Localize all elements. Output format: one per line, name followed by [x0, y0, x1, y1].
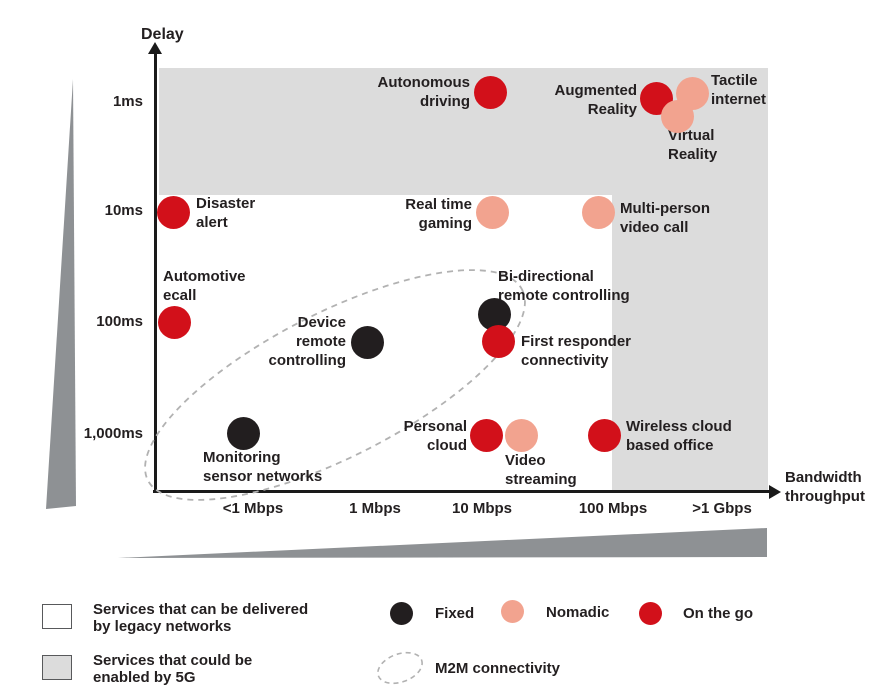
- tactile-internet-label-line: internet: [711, 91, 767, 108]
- automotive-ecall-label: Automotive ecall: [163, 267, 246, 305]
- device-remote-controlling-label-line: remote: [295, 333, 346, 350]
- disaster-alert-label-line: Disaster: [196, 195, 256, 212]
- automotive-ecall-dot: [157, 305, 191, 339]
- x-tick-label: >1 Gbps: [692, 500, 752, 517]
- y-tick-label: 100ms: [96, 313, 143, 330]
- real-time-gaming-label-line: gaming: [418, 215, 472, 232]
- y-axis-title: Delay: [141, 26, 184, 43]
- augmented-reality-label-line: Reality: [587, 101, 637, 118]
- personal-cloud-label-line: cloud: [427, 437, 467, 454]
- device-remote-controlling-dot: [350, 325, 384, 359]
- monitoring-sensor-networks-dot: [226, 416, 260, 450]
- x-tick-label: 10 Mbps: [451, 500, 513, 517]
- legend-text-legacy-line2: by legacy networks: [93, 618, 232, 635]
- legend-label-fixed: Fixed: [435, 605, 475, 622]
- legend-label-on-the-go: On the go: [683, 605, 753, 622]
- x-axis-arrow-icon: [769, 484, 781, 499]
- monitoring-sensor-networks-label: Monitoring sensor networks: [203, 448, 322, 486]
- legend-text-5g: Services that could be enabled by 5G: [93, 652, 252, 686]
- legend-swatch-legacy: [42, 604, 72, 629]
- legend-text-5g-line1: Services that could be: [93, 652, 253, 669]
- wireless-cloud-based-office-label: Wireless cloud based office: [626, 417, 732, 455]
- delay-wedge: [46, 79, 76, 509]
- video-streaming-label-line: streaming: [505, 471, 577, 488]
- legend-dot-on-the-go: [639, 602, 662, 625]
- x-tick-label: 100 Mbps: [578, 500, 648, 517]
- automotive-ecall-label-line: ecall: [163, 287, 197, 304]
- video-streaming-dot: [504, 418, 538, 452]
- multi-person-video-call-label-line: Multi-person: [620, 200, 710, 217]
- wireless-cloud-based-office-label-line: based office: [626, 437, 714, 454]
- bi-directional-remote-controlling-label: Bi-directional remote controlling: [498, 267, 630, 305]
- wireless-cloud-based-office-label-line: Wireless cloud: [626, 418, 732, 435]
- legend-text-legacy: Services that can be delivered by legacy…: [93, 601, 308, 635]
- first-responder-connectivity-label-line: First responder: [521, 333, 632, 350]
- autonomous-driving-label: Autonomous driving: [378, 73, 470, 111]
- wireless-cloud-based-office-dot: [587, 418, 621, 452]
- y-axis-arrow-icon: [148, 42, 162, 54]
- legend-swatch-5g: [42, 655, 72, 680]
- legend-dot-nomadic: [501, 600, 524, 623]
- x-axis-title: Bandwidth throughput: [785, 468, 865, 506]
- personal-cloud-label: Personal cloud: [404, 417, 467, 455]
- y-tick-label: 1,000ms: [83, 425, 143, 442]
- multi-person-video-call-label: Multi-person video call: [620, 199, 710, 237]
- tactile-internet-label-line: Tactile: [711, 72, 758, 89]
- video-streaming-label-line: Video: [505, 452, 546, 469]
- real-time-gaming-dot: [475, 195, 509, 229]
- first-responder-connectivity-label-line: connectivity: [521, 352, 609, 369]
- first-responder-connectivity-dot: [481, 324, 515, 358]
- device-remote-controlling-label-line: controlling: [268, 352, 347, 369]
- disaster-alert-label: Disaster alert: [196, 194, 255, 232]
- region-5g-high-bandwidth: [612, 195, 768, 491]
- video-streaming-label: Video streaming: [505, 451, 577, 489]
- legend-text-5g-line2: enabled by 5G: [93, 669, 196, 686]
- bi-directional-remote-controlling-label-line: remote controlling: [498, 287, 630, 304]
- disaster-alert-dot: [156, 195, 190, 229]
- legend-label-m2m: M2M connectivity: [435, 660, 561, 677]
- device-remote-controlling-label-line: Device: [297, 314, 346, 331]
- augmented-reality-label: Augmented Reality: [555, 81, 638, 119]
- x-tick-label: 1 Mbps: [349, 500, 401, 517]
- autonomous-driving-label-line: Autonomous: [377, 74, 470, 91]
- device-remote-controlling-label: Device remote controlling: [269, 313, 347, 370]
- y-tick-label: 10ms: [104, 202, 143, 219]
- real-time-gaming-label-line: Real time: [405, 196, 472, 213]
- multi-person-video-call-dot: [581, 195, 615, 229]
- personal-cloud-label-line: Personal: [403, 418, 467, 435]
- x-tick-label: <1 Mbps: [222, 500, 284, 517]
- y-tick-label: 1ms: [112, 93, 143, 110]
- legend-label-nomadic: Nomadic: [546, 604, 610, 621]
- virtual-reality-dot: [660, 99, 694, 133]
- monitoring-sensor-networks-label-line: sensor networks: [203, 468, 323, 485]
- first-responder-connectivity-label: First responder connectivity: [521, 332, 631, 370]
- bi-directional-remote-controlling-label-line: Bi-directional: [498, 268, 594, 285]
- virtual-reality-label-line: Reality: [668, 146, 718, 163]
- real-time-gaming-label: Real time gaming: [405, 195, 472, 233]
- disaster-alert-label-line: alert: [196, 214, 228, 231]
- autonomous-driving-dot: [473, 75, 507, 109]
- legend-m2m-ellipse-outline: [377, 651, 423, 685]
- x-axis-title-line2: throughput: [785, 488, 865, 505]
- x-axis-line: [153, 490, 771, 493]
- legend-dot-fixed: [390, 602, 413, 625]
- autonomous-driving-label-line: driving: [419, 93, 470, 110]
- x-axis-title-line1: Bandwidth: [785, 469, 862, 486]
- legend-text-legacy-line1: Services that can be delivered: [93, 601, 309, 618]
- legend-m2m-ellipse: [377, 651, 423, 685]
- augmented-reality-label-line: Augmented: [554, 82, 638, 99]
- tactile-internet-label: Tactile internet: [711, 71, 766, 109]
- bandwidth-wedge: [118, 528, 767, 558]
- y-axis-line: [154, 52, 157, 492]
- personal-cloud-dot: [469, 418, 503, 452]
- multi-person-video-call-label-line: video call: [620, 219, 689, 236]
- automotive-ecall-label-line: Automotive: [163, 268, 246, 285]
- monitoring-sensor-networks-label-line: Monitoring: [203, 449, 281, 466]
